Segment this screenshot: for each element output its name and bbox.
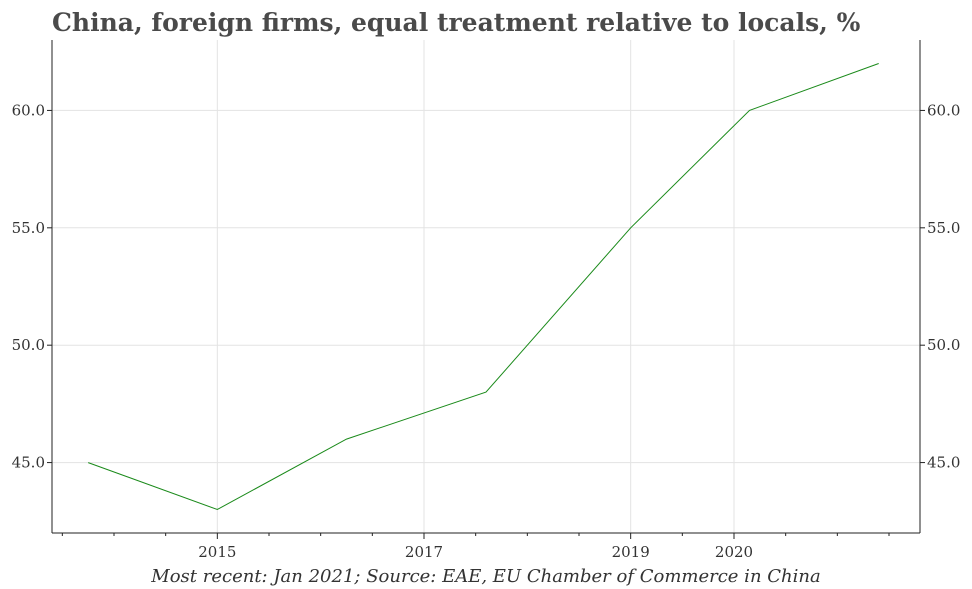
x-tick-label: 2020	[715, 543, 753, 561]
tick-labels: 45.0 45.0 50.0 50.0 55.0 55.0 60.0 60.0 2015 2017…	[12, 101, 961, 561]
y-tick-label-right: 45.0	[927, 454, 960, 472]
y-tick-label-right: 55.0	[927, 219, 960, 237]
series-layer	[88, 63, 879, 511]
x-tick-label: 2017	[405, 543, 443, 561]
source-note: Most recent: Jan 2021; Source: EAE, EU C…	[150, 566, 820, 587]
chart-title: China, foreign firms, equal treatment re…	[52, 8, 861, 37]
y-tick-label-right: 60.0	[927, 101, 960, 119]
y-tick-label-right: 50.0	[927, 336, 960, 354]
x-tick-label: 2019	[612, 543, 650, 561]
y-tick-label-left: 55.0	[12, 219, 45, 237]
series-line	[88, 63, 879, 511]
y-tick-label-left: 50.0	[12, 336, 45, 354]
axes	[47, 40, 925, 539]
y-tick-label-left: 60.0	[12, 101, 45, 119]
grid	[52, 40, 920, 533]
x-tick-label: 2015	[198, 543, 236, 561]
y-tick-label-left: 45.0	[12, 454, 45, 472]
